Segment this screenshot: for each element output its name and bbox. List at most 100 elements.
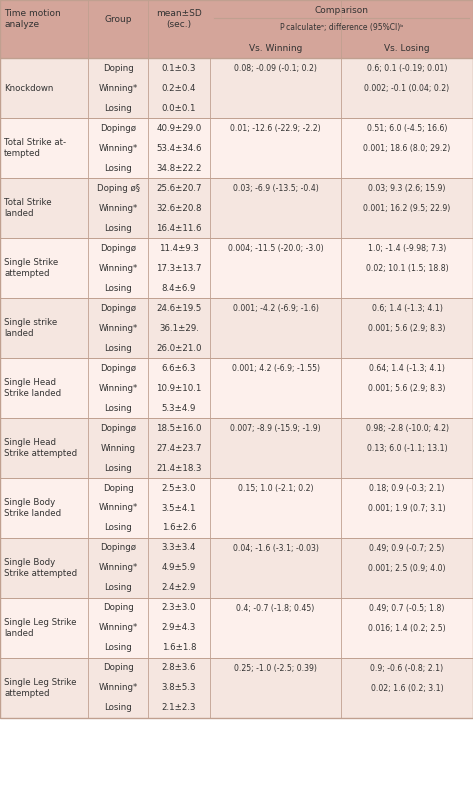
Text: Dopingø: Dopingø	[100, 363, 136, 372]
Text: 0.001; 4.2 (-6.9; -1.55): 0.001; 4.2 (-6.9; -1.55)	[231, 363, 319, 372]
Text: 26.0±21.0: 26.0±21.0	[156, 344, 202, 353]
Bar	[0, 658, 473, 718]
Text: 0.03; -6.9 (-13.5; -0.4): 0.03; -6.9 (-13.5; -0.4)	[233, 184, 318, 193]
Text: 17.3±13.7: 17.3±13.7	[156, 264, 202, 273]
Text: Doping: Doping	[103, 604, 133, 612]
Text: Single Head
Strike attempted: Single Head Strike attempted	[4, 438, 77, 458]
Text: Losing: Losing	[104, 223, 132, 232]
Text: Winning*: Winning*	[98, 383, 138, 392]
Bar	[0, 38, 473, 58]
Text: Dopingø: Dopingø	[100, 303, 136, 312]
Text: 25.6±20.7: 25.6±20.7	[156, 184, 202, 193]
Text: Doping ø§: Doping ø§	[96, 184, 140, 193]
Text: 24.6±19.5: 24.6±19.5	[156, 303, 201, 312]
Bar	[0, 178, 473, 238]
Text: 0.004; -11.5 (-20.0; -3.0): 0.004; -11.5 (-20.0; -3.0)	[228, 244, 324, 252]
Bar	[0, 58, 473, 118]
Bar	[0, 0, 473, 718]
Text: 1.6±1.8: 1.6±1.8	[162, 643, 196, 653]
Text: Knockdown: Knockdown	[4, 83, 53, 92]
Text: Winning*: Winning*	[98, 503, 138, 512]
Text: 6.6±6.3: 6.6±6.3	[162, 363, 196, 372]
Text: Doping: Doping	[103, 484, 133, 493]
Text: 0.13; 6.0 (-1.1; 13.1): 0.13; 6.0 (-1.1; 13.1)	[367, 443, 447, 452]
Text: 32.6±20.8: 32.6±20.8	[156, 204, 202, 213]
Text: 0.64; 1.4 (-1.3; 4.1): 0.64; 1.4 (-1.3; 4.1)	[369, 363, 445, 372]
Text: 1.0; -1.4 (-9.98; 7.3): 1.0; -1.4 (-9.98; 7.3)	[368, 244, 446, 252]
Text: mean±SD
(sec.): mean±SD (sec.)	[156, 9, 202, 29]
Text: 0.1±0.3: 0.1±0.3	[162, 63, 196, 73]
Text: Time motion
analyze: Time motion analyze	[4, 9, 61, 29]
Text: Dopingø: Dopingø	[100, 244, 136, 252]
Text: Single Strike
attempted: Single Strike attempted	[4, 258, 58, 278]
Text: 0.001; 2.5 (0.9; 4.0): 0.001; 2.5 (0.9; 4.0)	[368, 564, 446, 573]
Bar	[0, 538, 473, 598]
Text: Single Body
Strike landed: Single Body Strike landed	[4, 498, 61, 518]
Text: 53.4±34.6: 53.4±34.6	[156, 143, 202, 153]
Text: Winning: Winning	[100, 443, 135, 452]
Text: 16.4±11.6: 16.4±11.6	[156, 223, 202, 232]
Text: 40.9±29.0: 40.9±29.0	[157, 124, 201, 133]
Text: 0.9; -0.6 (-0.8; 2.1): 0.9; -0.6 (-0.8; 2.1)	[370, 663, 444, 672]
Text: 4.9±5.9: 4.9±5.9	[162, 564, 196, 573]
Text: 2.4±2.9: 2.4±2.9	[162, 583, 196, 592]
Text: 0.007; -8.9 (-15.9; -1.9): 0.007; -8.9 (-15.9; -1.9)	[230, 423, 321, 433]
Text: 0.18; 0.9 (-0.3; 2.1): 0.18; 0.9 (-0.3; 2.1)	[369, 484, 445, 493]
Text: Dopingø: Dopingø	[100, 544, 136, 553]
Text: Winning*: Winning*	[98, 204, 138, 213]
Text: Losing: Losing	[104, 104, 132, 112]
Text: 0.51; 6.0 (-4.5; 16.6): 0.51; 6.0 (-4.5; 16.6)	[367, 124, 447, 133]
Text: 27.4±23.7: 27.4±23.7	[156, 443, 202, 452]
Text: Losing: Losing	[104, 404, 132, 413]
Text: Losing: Losing	[104, 344, 132, 353]
Bar	[0, 118, 473, 178]
Text: Single Leg Strike
attempted: Single Leg Strike attempted	[4, 678, 77, 698]
Text: 0.6; 0.1 (-0.19; 0.01): 0.6; 0.1 (-0.19; 0.01)	[367, 63, 447, 73]
Text: P calculateᵃ; difference (95%CI)ᵇ: P calculateᵃ; difference (95%CI)ᵇ	[280, 23, 403, 32]
Text: Losing: Losing	[104, 523, 132, 532]
Text: 0.49; 0.7 (-0.5; 1.8): 0.49; 0.7 (-0.5; 1.8)	[369, 604, 445, 612]
Text: 2.1±2.3: 2.1±2.3	[162, 704, 196, 713]
Text: Dopingø: Dopingø	[100, 423, 136, 433]
Text: 11.4±9.3: 11.4±9.3	[159, 244, 199, 252]
Text: 2.9±4.3: 2.9±4.3	[162, 624, 196, 633]
Text: 0.002; -0.1 (0.04; 0.2): 0.002; -0.1 (0.04; 0.2)	[364, 83, 449, 92]
Text: 0.03; 9.3 (2.6; 15.9): 0.03; 9.3 (2.6; 15.9)	[368, 184, 446, 193]
Text: 0.001; 5.6 (2.9; 8.3): 0.001; 5.6 (2.9; 8.3)	[368, 324, 446, 332]
Text: Single Body
Strike attempted: Single Body Strike attempted	[4, 558, 77, 578]
Text: Losing: Losing	[104, 583, 132, 592]
Text: 1.6±2.6: 1.6±2.6	[162, 523, 196, 532]
Text: Winning*: Winning*	[98, 264, 138, 273]
Text: 2.3±3.0: 2.3±3.0	[162, 604, 196, 612]
Text: Comparison: Comparison	[315, 6, 368, 15]
Text: 5.3±4.9: 5.3±4.9	[162, 404, 196, 413]
Text: 18.5±16.0: 18.5±16.0	[156, 423, 202, 433]
Text: 3.8±5.3: 3.8±5.3	[162, 684, 196, 693]
Bar	[0, 358, 473, 418]
Text: 0.25; -1.0 (-2.5; 0.39): 0.25; -1.0 (-2.5; 0.39)	[234, 663, 317, 672]
Text: 0.02; 1.6 (0.2; 3.1): 0.02; 1.6 (0.2; 3.1)	[371, 684, 443, 693]
Text: 36.1±29.: 36.1±29.	[159, 324, 199, 332]
Text: Total Strike
landed: Total Strike landed	[4, 198, 52, 218]
Text: 2.8±3.6: 2.8±3.6	[162, 663, 196, 672]
Bar	[0, 0, 473, 38]
Text: 3.3±3.4: 3.3±3.4	[162, 544, 196, 553]
Text: Doping: Doping	[103, 663, 133, 672]
Bar	[0, 418, 473, 478]
Text: 0.0±0.1: 0.0±0.1	[162, 104, 196, 112]
Text: Single strike
landed: Single strike landed	[4, 318, 57, 338]
Bar	[0, 478, 473, 538]
Text: 0.6; 1.4 (-1.3; 4.1): 0.6; 1.4 (-1.3; 4.1)	[372, 303, 442, 312]
Text: Vs. Losing: Vs. Losing	[384, 44, 430, 53]
Text: Winning*: Winning*	[98, 83, 138, 92]
Text: 0.001; 5.6 (2.9; 8.3): 0.001; 5.6 (2.9; 8.3)	[368, 383, 446, 392]
Text: Losing: Losing	[104, 704, 132, 713]
Text: 0.01; -12.6 (-22.9; -2.2): 0.01; -12.6 (-22.9; -2.2)	[230, 124, 321, 133]
Text: Dopingø: Dopingø	[100, 124, 136, 133]
Text: 0.08; -0.09 (-0.1; 0.2): 0.08; -0.09 (-0.1; 0.2)	[234, 63, 317, 73]
Text: Winning*: Winning*	[98, 624, 138, 633]
Text: Losing: Losing	[104, 283, 132, 293]
Text: 0.15; 1.0 (-2.1; 0.2): 0.15; 1.0 (-2.1; 0.2)	[238, 484, 313, 493]
Text: 0.02; 10.1 (1.5; 18.8): 0.02; 10.1 (1.5; 18.8)	[366, 264, 448, 273]
Text: Single Head
Strike landed: Single Head Strike landed	[4, 378, 61, 398]
